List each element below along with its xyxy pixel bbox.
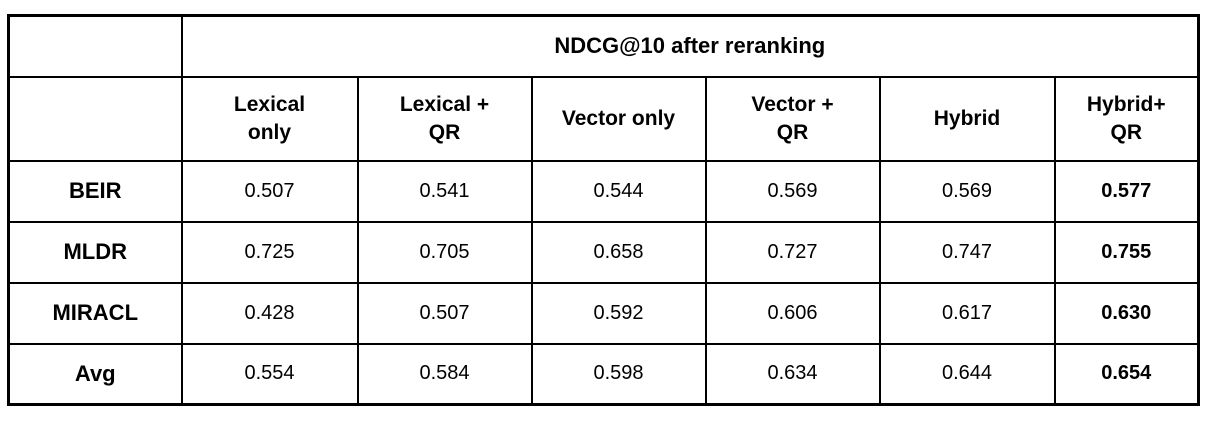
value-cell-best: 0.755 xyxy=(1053,220,1200,284)
column-header-lexical-only: Lexical only xyxy=(180,75,359,162)
value-cell: 0.507 xyxy=(180,159,359,223)
column-header-lexical-qr: Lexical + QR xyxy=(356,75,533,162)
value-cell: 0.747 xyxy=(878,220,1056,284)
value-cell: 0.507 xyxy=(356,281,533,345)
value-cell: 0.705 xyxy=(356,220,533,284)
value-cell: 0.592 xyxy=(530,281,707,345)
value-cell: 0.658 xyxy=(530,220,707,284)
column-header-vector-only: Vector only xyxy=(530,75,707,162)
value-cell-best: 0.654 xyxy=(1053,342,1200,406)
column-header-hybrid-qr: Hybrid+ QR xyxy=(1053,75,1200,162)
row-label-avg: Avg xyxy=(7,342,183,406)
column-header-vector-qr: Vector + QR xyxy=(704,75,881,162)
column-header-hybrid: Hybrid xyxy=(878,75,1056,162)
value-cell: 0.644 xyxy=(878,342,1056,406)
row-label-mldr: MLDR xyxy=(7,220,183,284)
table-row-miracl: MIRACL 0.428 0.507 0.592 0.606 0.617 0.6… xyxy=(7,281,1200,345)
corner-cell xyxy=(7,14,183,78)
column-header-row: Lexical only Lexical + QR Vector only Ve… xyxy=(7,75,1200,162)
value-cell: 0.541 xyxy=(356,159,533,223)
corner-cell xyxy=(7,75,183,162)
value-cell: 0.598 xyxy=(530,342,707,406)
value-cell: 0.725 xyxy=(180,220,359,284)
value-cell: 0.569 xyxy=(878,159,1056,223)
title-row: NDCG@10 after reranking xyxy=(7,14,1200,78)
table-title: NDCG@10 after reranking xyxy=(180,14,1200,78)
value-cell: 0.584 xyxy=(356,342,533,406)
table-row-beir: BEIR 0.507 0.541 0.544 0.569 0.569 0.577 xyxy=(7,159,1200,223)
value-cell: 0.617 xyxy=(878,281,1056,345)
results-table: NDCG@10 after reranking Lexical only Lex… xyxy=(7,14,1201,406)
row-label-miracl: MIRACL xyxy=(7,281,183,345)
table-row-avg: Avg 0.554 0.584 0.598 0.634 0.644 0.654 xyxy=(7,342,1200,406)
value-cell-best: 0.630 xyxy=(1053,281,1200,345)
value-cell: 0.554 xyxy=(180,342,359,406)
value-cell: 0.727 xyxy=(704,220,881,284)
value-cell-best: 0.577 xyxy=(1053,159,1200,223)
value-cell: 0.569 xyxy=(704,159,881,223)
value-cell: 0.634 xyxy=(704,342,881,406)
row-label-beir: BEIR xyxy=(7,159,183,223)
value-cell: 0.606 xyxy=(704,281,881,345)
table-row-mldr: MLDR 0.725 0.705 0.658 0.727 0.747 0.755 xyxy=(7,220,1200,284)
value-cell: 0.544 xyxy=(530,159,707,223)
value-cell: 0.428 xyxy=(180,281,359,345)
